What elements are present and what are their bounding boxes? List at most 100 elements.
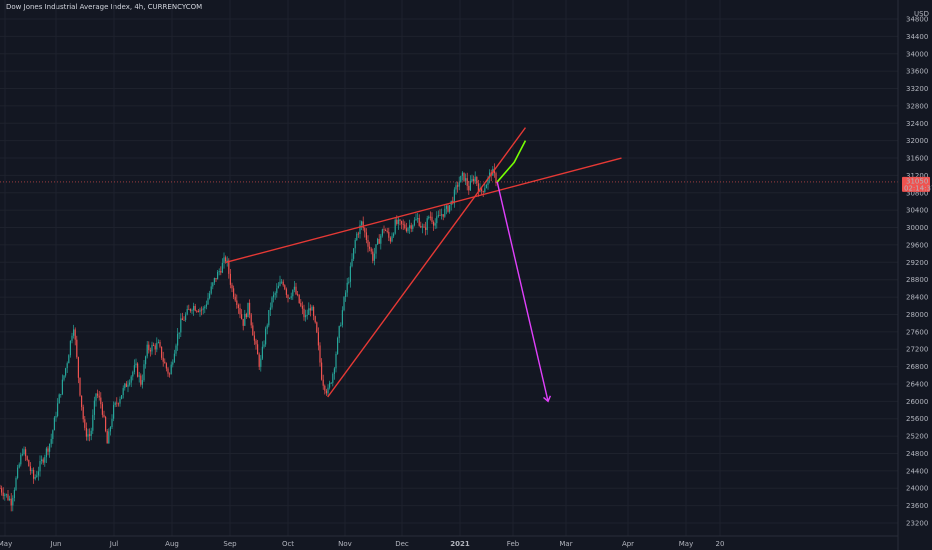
y-tick-label: 34000 xyxy=(906,50,928,58)
candle-body xyxy=(103,414,105,417)
y-tick-label: 23200 xyxy=(906,520,928,528)
y-tick-label: 34400 xyxy=(906,33,928,41)
candle-body xyxy=(317,332,319,346)
candle-body xyxy=(189,309,191,311)
candle-body xyxy=(420,225,422,228)
candle-body xyxy=(7,494,9,501)
x-tick-label: May xyxy=(679,540,693,548)
candle-body xyxy=(485,184,487,189)
candle-body xyxy=(234,296,236,301)
x-tick-label: Dec xyxy=(395,540,409,548)
candle-body xyxy=(313,306,315,317)
x-tick-label: Jun xyxy=(50,540,62,548)
candle-body xyxy=(111,418,113,428)
candle-body xyxy=(293,286,295,290)
candle-body xyxy=(441,214,443,216)
candle-body xyxy=(297,294,299,296)
candle-body xyxy=(327,387,329,394)
candle-body xyxy=(261,346,263,359)
candle-body xyxy=(215,278,217,280)
candle-body xyxy=(34,477,36,479)
candle-body xyxy=(444,208,446,217)
overlay-drawings xyxy=(0,127,898,403)
candle-body xyxy=(141,380,143,385)
candle-body xyxy=(204,306,206,309)
y-tick-label: 29600 xyxy=(906,241,928,249)
y-tick-label: 30000 xyxy=(906,224,928,232)
candle-body xyxy=(425,227,427,231)
candle-body xyxy=(213,278,215,283)
currency-label: USD xyxy=(914,10,929,18)
candle-body xyxy=(244,313,246,326)
candle-body xyxy=(181,318,183,321)
candle-body xyxy=(437,215,439,217)
candle-body xyxy=(303,308,305,318)
candle-body xyxy=(161,346,163,358)
candle-body xyxy=(394,219,396,234)
y-tick-label: 31200 xyxy=(906,172,928,180)
candle-body xyxy=(50,438,52,444)
candle-body xyxy=(185,314,187,321)
candle-body xyxy=(135,363,137,366)
candle-body xyxy=(233,288,235,297)
candle-body xyxy=(122,388,124,396)
candle-body xyxy=(242,318,244,326)
candle-body xyxy=(87,434,89,437)
candle-body xyxy=(266,325,268,329)
candle-body xyxy=(36,475,38,478)
candle-body xyxy=(229,273,231,285)
candle-body xyxy=(175,345,177,354)
candle-body xyxy=(495,173,497,184)
candle-body xyxy=(301,305,303,309)
candle-body xyxy=(130,376,132,383)
candle-body xyxy=(468,185,470,191)
candle-body xyxy=(487,177,489,185)
x-tick-label: May xyxy=(0,540,12,548)
candle-body xyxy=(197,310,199,312)
candle-body xyxy=(92,414,94,431)
candle-body xyxy=(439,215,441,216)
candle-body xyxy=(58,394,60,404)
candle-body xyxy=(2,492,4,496)
candle-body xyxy=(42,459,44,463)
last-price-label: 31050 xyxy=(906,177,928,185)
candle-body xyxy=(481,188,483,192)
candle-body xyxy=(380,235,382,244)
x-tick-label: Aug xyxy=(165,540,179,548)
candle-body xyxy=(156,342,158,350)
candle-body xyxy=(4,494,6,496)
x-tick-label: Sep xyxy=(223,540,237,548)
candle-body xyxy=(271,297,273,308)
price-axis: 23200 23600 24000 24400 24800 25200 25600 26000… xyxy=(897,0,932,550)
candle-body xyxy=(396,219,398,224)
candle-body xyxy=(201,309,203,311)
candle-body xyxy=(330,382,332,384)
candle-body xyxy=(149,350,151,352)
candle-body xyxy=(151,344,153,352)
candle-body xyxy=(460,175,462,183)
candle-body xyxy=(153,344,155,346)
candle-body xyxy=(381,229,383,236)
candle-body xyxy=(338,326,340,338)
candle-body xyxy=(47,448,49,452)
candle-body xyxy=(180,318,182,333)
candle-body xyxy=(25,449,27,457)
chart-title: Dow Jones Industrial Average Index, 4h, … xyxy=(6,3,203,11)
candle-body xyxy=(418,218,420,226)
candle-body xyxy=(258,354,260,367)
candle-body xyxy=(290,296,292,298)
candle-body xyxy=(20,454,22,465)
candle-body xyxy=(391,236,393,242)
candle-body xyxy=(343,297,345,311)
candle-body xyxy=(284,285,286,290)
candle-body xyxy=(484,188,486,193)
y-tick-label: 26800 xyxy=(906,363,928,371)
candle-body xyxy=(117,403,119,405)
candle-body xyxy=(340,324,342,327)
candle-body xyxy=(436,216,438,224)
candle-body xyxy=(218,271,220,272)
candle-body xyxy=(250,314,252,326)
candle-body xyxy=(188,309,190,310)
